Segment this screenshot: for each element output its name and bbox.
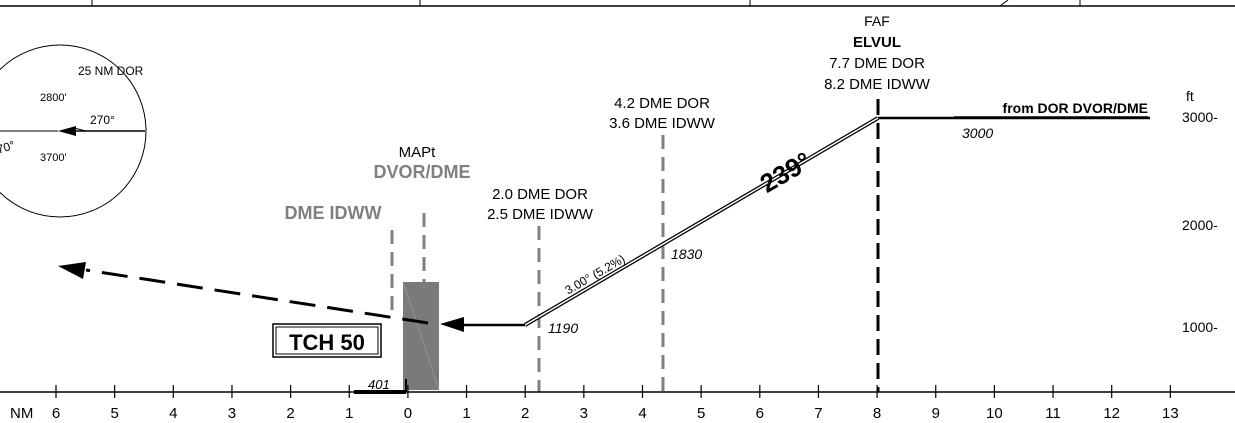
mapt-label: MAPt: [399, 144, 437, 161]
distance-tick-label: 4: [169, 405, 177, 422]
faf-label: FAF: [864, 13, 890, 29]
distance-tick-label: 5: [110, 405, 118, 422]
holding-alt-upper: 2800': [40, 92, 67, 104]
tch-label: TCH 50: [289, 330, 365, 355]
descent-arrowhead: [440, 317, 464, 332]
distance-tick-label: 5: [697, 405, 705, 422]
distance-tick-label: 13: [1162, 405, 1179, 422]
faf-altitude: 3000: [962, 125, 993, 141]
distance-tick-label: 2: [521, 405, 529, 422]
distance-tick-label: 12: [1103, 405, 1120, 422]
glide-slope-label: 3.00° (5.2%): [563, 252, 628, 298]
distance-tick-label: 3: [580, 405, 588, 422]
holding-alt-lower: 3700': [40, 152, 67, 164]
altitude-axis: ft 3000- 2000- 1000-: [1182, 88, 1218, 335]
from-dor-label: from DOR DVOR/DME: [1003, 100, 1148, 116]
faf-name: ELVUL: [853, 34, 901, 51]
distance-tick-label: 6: [756, 405, 764, 422]
threshold-elevation: 401: [368, 377, 390, 392]
mapt-facility: DVOR/DME: [373, 162, 470, 182]
holding-inbound-course: 270°: [90, 113, 115, 127]
descent-path: [440, 116, 1150, 332]
distance-tick-label: 10: [986, 405, 1003, 422]
top-frame: [0, 0, 1235, 7]
altitude-tick-2000: 2000-: [1182, 217, 1218, 233]
distance-tick-label: 11: [1045, 405, 1061, 422]
fix-lines: [390, 99, 880, 392]
fix-2-0-altitude: 1190: [548, 320, 578, 336]
faf-dme-dor: 7.7 DME DOR: [829, 55, 925, 72]
distance-tick-label: 0: [404, 405, 412, 422]
holding-distance-label: 25 NM DOR: [78, 64, 144, 78]
distance-axis: NM 6 5 4 3 2 1 0 1 2 3 4 5 6 7 8 9 10 11 12 13: [0, 385, 1235, 422]
dme-idww-label: DME IDWW: [285, 203, 382, 223]
missed-approach-path: [58, 262, 429, 325]
distance-tick-label: 1: [462, 405, 470, 422]
holding-outbound-course: 070°: [0, 138, 17, 159]
distance-tick-label: 6: [52, 405, 60, 422]
fix-2-0-dme-dor: 2.0 DME DOR: [492, 186, 588, 203]
altitude-tick-3000: 3000-: [1182, 109, 1218, 125]
fix-4-2-dme-idww: 3.6 DME IDWW: [609, 115, 716, 132]
distance-tick-label: 9: [932, 405, 940, 422]
fix-4-2-dme-dor: 4.2 DME DOR: [614, 95, 710, 112]
fix-4-2-altitude: 1830: [671, 246, 702, 262]
distance-tick-label: 1: [345, 405, 353, 422]
faf-dme-idww: 8.2 DME IDWW: [824, 76, 931, 93]
altitude-tick-1000: 1000-: [1182, 319, 1218, 335]
tch-box: TCH 50: [272, 323, 382, 358]
fix-2-0-dme-idww: 2.5 DME IDWW: [487, 206, 594, 223]
runway-block: [402, 281, 440, 391]
distance-tick-label: 3: [228, 405, 236, 422]
distance-unit: NM: [10, 405, 33, 422]
distance-tick-label: 2: [286, 405, 294, 422]
distance-tick-label: 4: [638, 405, 646, 422]
missed-approach-arrowhead: [58, 262, 86, 279]
final-course-label: 239°: [755, 146, 817, 199]
distance-tick-label: 8: [873, 405, 881, 422]
distance-tick-label: 7: [814, 405, 822, 422]
altitude-unit: ft: [1186, 88, 1194, 104]
holding-pattern: 25 NM DOR 2800' 270° 070° 3700': [0, 44, 147, 218]
